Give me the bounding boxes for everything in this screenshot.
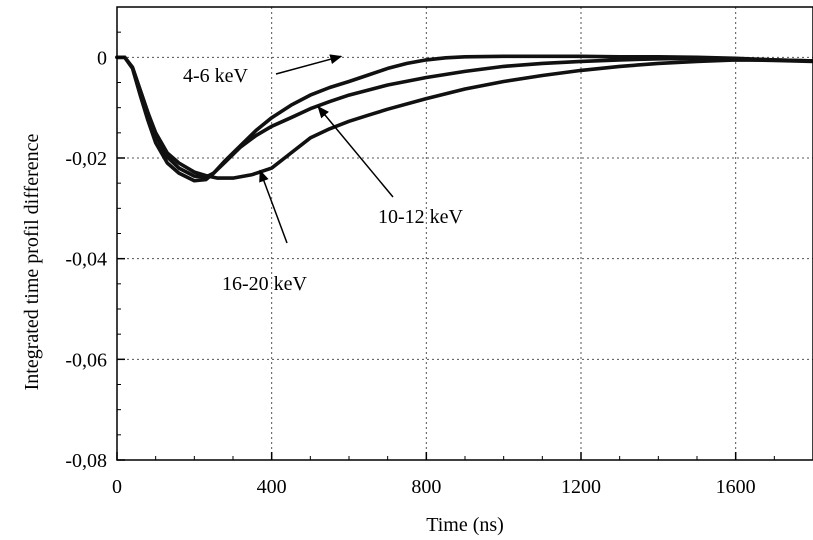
y-tick-label: -0,02: [65, 148, 107, 170]
x-axis-title: Time (ns): [426, 514, 504, 536]
annotation-16-20kev-arrow: [259, 169, 288, 244]
series-layer: [115, 54, 813, 183]
y-tick-label: -0,04: [65, 249, 107, 271]
series-line-1: [115, 54, 813, 183]
y-tick-label: 0: [97, 47, 107, 69]
ticks: [116, 31, 775, 461]
x-tick-label: 1600: [716, 476, 756, 498]
annotation-10-12kev-arrow: [317, 105, 394, 198]
annotation-16-20kev: 16-20 keV: [222, 273, 308, 295]
y-tick-label: -0,08: [65, 450, 107, 472]
annotations: 4-6 keV 10-12 keV 16-20 keV: [183, 54, 464, 295]
annotation-4-6kev: 4-6 keV: [183, 65, 249, 87]
annotation-4-6kev-arrow: [275, 54, 343, 75]
x-tick-label: 800: [411, 476, 441, 498]
x-tick-label: 0: [112, 476, 122, 498]
series-line-3: [115, 55, 813, 180]
annotation-10-12kev: 10-12 keV: [378, 206, 464, 228]
x-tick-label: 1200: [561, 476, 601, 498]
tick-labels: 0 400 800 1200 1600 0 -0,02 -0,04 -0,06 -0,08: [65, 47, 755, 498]
y-axis-title: Integrated time profil difference: [21, 134, 43, 391]
y-tick-label: -0,06: [65, 349, 107, 371]
x-tick-label: 400: [257, 476, 287, 498]
